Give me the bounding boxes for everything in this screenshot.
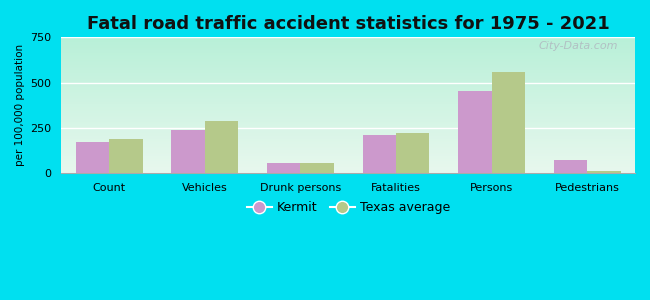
Bar xyxy=(300,163,334,173)
Bar xyxy=(458,91,491,173)
Bar xyxy=(172,130,205,173)
Bar xyxy=(363,135,396,173)
Text: City-Data.com: City-Data.com xyxy=(538,41,617,51)
Bar xyxy=(109,139,142,173)
Title: Fatal road traffic accident statistics for 1975 - 2021: Fatal road traffic accident statistics f… xyxy=(87,15,610,33)
Y-axis label: per 100,000 population: per 100,000 population xyxy=(15,44,25,166)
Legend: Kermit, Texas average: Kermit, Texas average xyxy=(242,196,455,219)
Bar xyxy=(76,142,109,173)
Bar xyxy=(491,72,525,173)
Bar xyxy=(554,160,587,173)
Bar xyxy=(396,133,430,173)
Bar xyxy=(267,164,300,173)
Bar xyxy=(587,171,621,173)
Bar xyxy=(205,121,239,173)
